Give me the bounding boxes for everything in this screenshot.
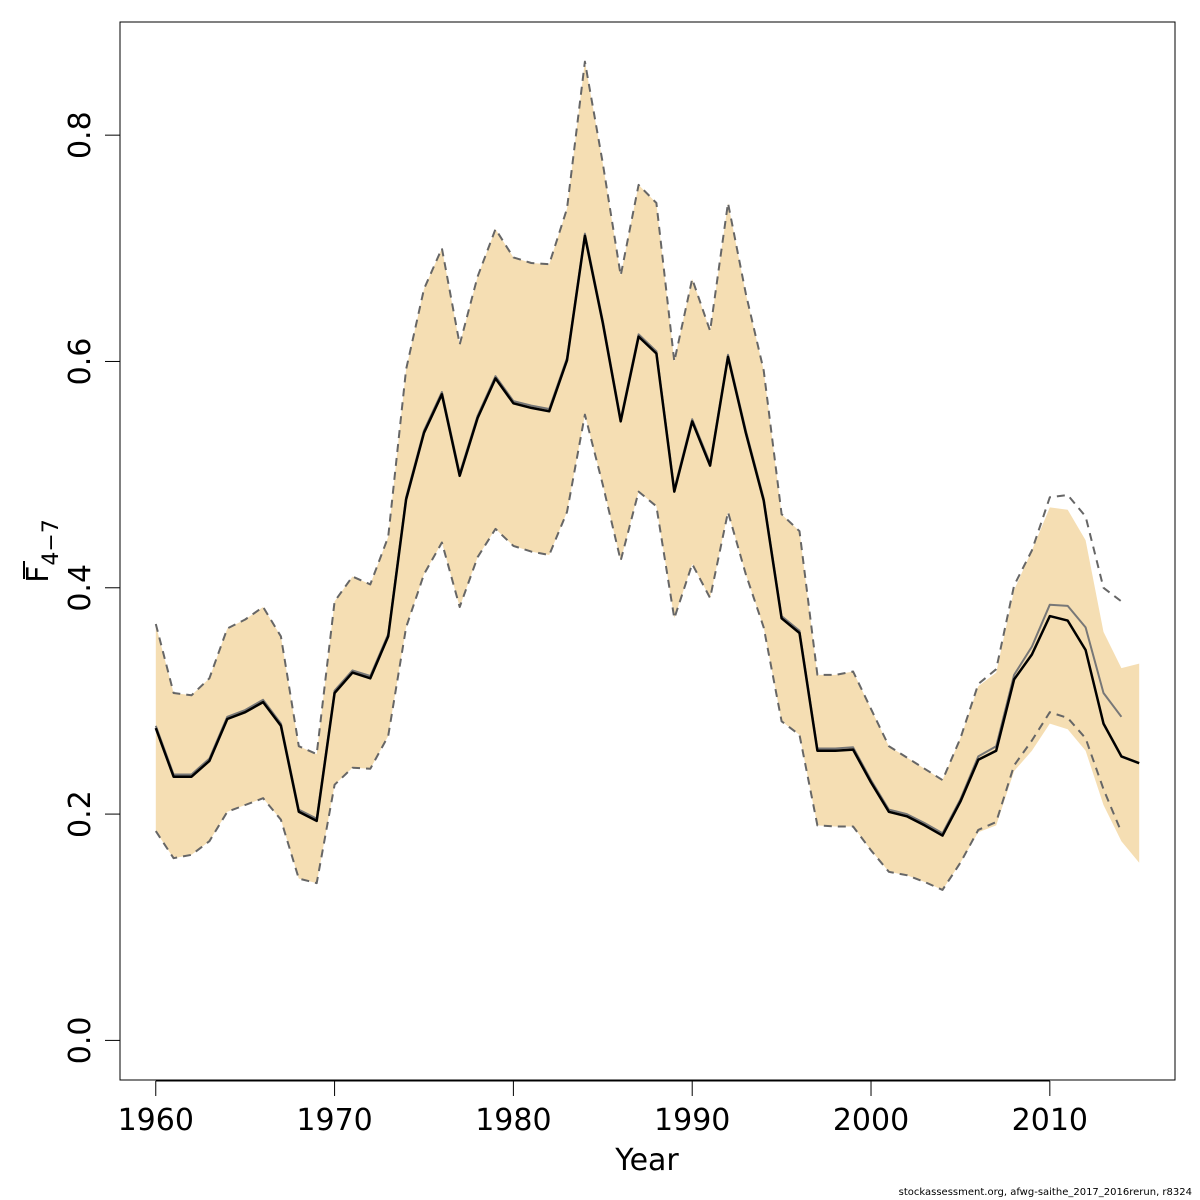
y-tick-label: 0.0 — [63, 1017, 98, 1065]
x-tick-label: 2000 — [833, 1103, 909, 1138]
x-tick-label: 1960 — [118, 1103, 194, 1138]
footer-credit: stockassessment.org, afwg-saithe_2017_20… — [898, 1187, 1192, 1198]
x-tick-label: 1990 — [654, 1103, 730, 1138]
x-tick-label: 1980 — [475, 1103, 551, 1138]
series-line-current — [154, 234, 1140, 837]
y-tick-label: 0.8 — [63, 111, 98, 159]
y-axis-title-subscript: 4−7 — [39, 519, 64, 565]
series-line-previous-lower-ci — [154, 413, 1123, 891]
y-tick-label: 0.6 — [63, 338, 98, 386]
y-tick-label: 0.2 — [63, 790, 98, 838]
y-tick-label: 0.4 — [63, 564, 98, 612]
x-axis-title: Year — [614, 1143, 679, 1178]
x-tick-label: 2010 — [1012, 1103, 1088, 1138]
y-axis-title: F4−7 — [21, 519, 64, 583]
confidence-band — [155, 61, 1140, 890]
x-tick-label: 1970 — [296, 1103, 372, 1138]
plot-frame — [119, 21, 1176, 1081]
series-layer — [154, 60, 1140, 891]
confidence-band-area — [155, 61, 1140, 890]
y-axis: 0.0 0.2 0.4 0.6 0.8 — [63, 111, 121, 1065]
x-axis: 1960 1970 1980 1990 2000 2010 — [118, 1080, 1088, 1138]
y-axis-title-main: F — [21, 566, 56, 583]
series-line-previous-upper-ci — [154, 60, 1123, 782]
svg-text:F4−7: F4−7 — [21, 519, 64, 583]
